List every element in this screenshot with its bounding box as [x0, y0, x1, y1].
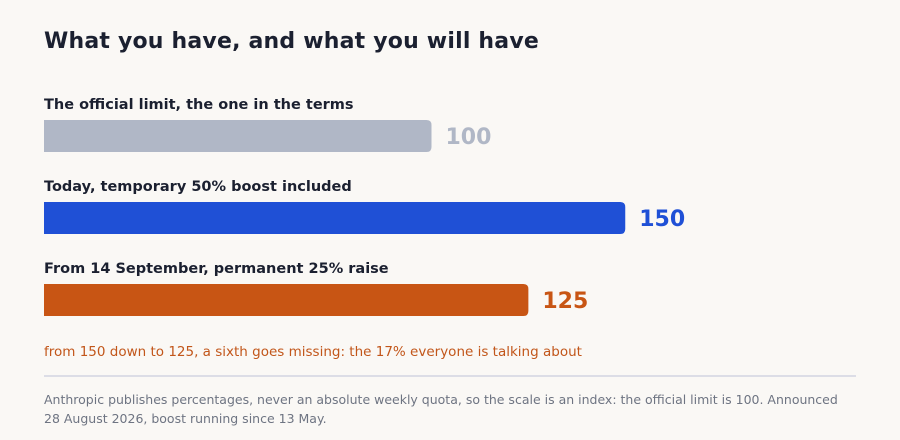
bar	[44, 120, 432, 152]
chart-title: What you have, and what you will have	[44, 29, 539, 54]
data-label: 125	[542, 289, 588, 314]
bar-chart: The official limit, the one in the terms…	[44, 97, 685, 316]
data-label: 100	[446, 125, 492, 150]
bar	[44, 284, 529, 316]
category-label: From 14 September, permanent 25% raise	[44, 261, 389, 277]
divider	[44, 375, 856, 377]
chart-annotation: from 150 down to 125, a sixth goes missi…	[44, 344, 582, 360]
bar	[44, 202, 626, 234]
chart-footnote: Anthropic publishes percentages, never a…	[44, 392, 838, 426]
category-label: The official limit, the one in the terms	[44, 97, 354, 113]
data-label: 150	[639, 207, 685, 232]
category-label: Today, temporary 50% boost included	[44, 179, 352, 195]
